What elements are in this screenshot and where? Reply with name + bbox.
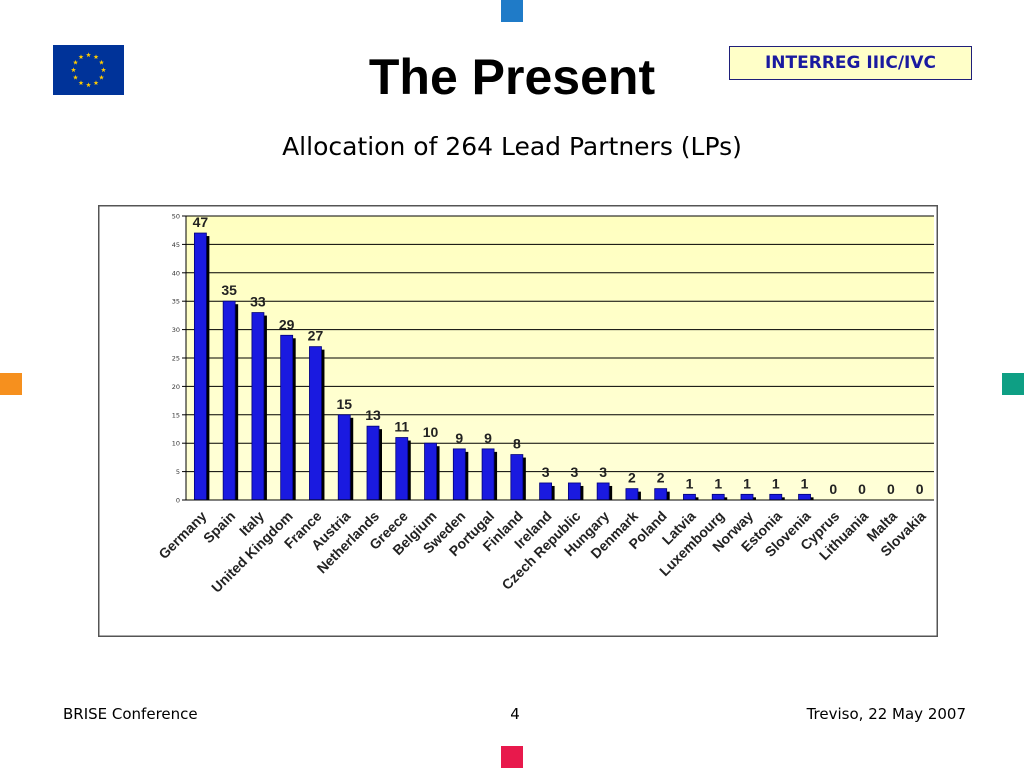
bar-luxembourg — [711, 493, 725, 501]
bar-poland — [654, 488, 668, 501]
ytick-label-0: 0 — [176, 497, 180, 505]
bar-portugal — [481, 448, 495, 501]
data-label-19: 1 — [743, 475, 751, 491]
data-label-3: 29 — [279, 316, 295, 332]
bar-finland — [510, 454, 524, 501]
ytick-label-25: 25 — [172, 355, 180, 363]
slide-title: The Present — [368, 49, 656, 105]
data-label-4: 27 — [308, 328, 324, 344]
bar-denmark — [625, 488, 639, 501]
data-label-17: 1 — [686, 475, 694, 491]
data-label-8: 10 — [423, 424, 439, 440]
bar-estonia — [769, 493, 783, 501]
bar-united-kingdom — [280, 334, 294, 501]
data-label-10: 9 — [484, 430, 492, 446]
bar-ireland — [539, 482, 553, 501]
data-label-22: 0 — [829, 481, 837, 497]
bar-austria — [337, 414, 351, 501]
bar-greece — [395, 437, 409, 501]
ytick-label-10: 10 — [172, 440, 180, 448]
data-label-20: 1 — [772, 475, 780, 491]
ytick-label-40: 40 — [172, 269, 180, 277]
bar-italy — [251, 312, 265, 501]
bar-spain — [222, 300, 236, 501]
data-label-0: 47 — [193, 214, 209, 230]
data-label-18: 1 — [714, 475, 722, 491]
marker-top — [501, 0, 523, 22]
bar-belgium — [424, 442, 437, 501]
data-label-16: 2 — [657, 470, 665, 486]
ytick-label-30: 30 — [172, 326, 180, 334]
data-label-25: 0 — [916, 481, 924, 497]
interreg-badge: INTERREG IIIC/IVC — [729, 46, 972, 80]
data-label-1: 35 — [221, 282, 237, 298]
data-label-6: 13 — [365, 407, 381, 423]
ytick-label-35: 35 — [172, 298, 180, 306]
data-label-23: 0 — [858, 481, 866, 497]
eu-flag-icon — [53, 45, 124, 95]
data-label-11: 8 — [513, 436, 521, 452]
ytick-label-20: 20 — [172, 383, 180, 391]
marker-right — [1002, 373, 1024, 395]
data-label-14: 3 — [599, 464, 607, 480]
bar-netherlands — [366, 425, 380, 501]
bar-norway — [740, 493, 754, 501]
slide-subtitle: Allocation of 264 Lead Partners (LPs) — [282, 132, 742, 161]
ytick-label-50: 50 — [172, 213, 180, 221]
bar-france — [309, 346, 322, 501]
data-label-15: 2 — [628, 470, 636, 486]
marker-bottom — [501, 746, 523, 768]
data-label-2: 33 — [250, 294, 266, 310]
marker-left — [0, 373, 22, 395]
data-label-21: 1 — [801, 475, 809, 491]
ytick-label-45: 45 — [172, 241, 180, 249]
footer-conference: BRISE Conference — [63, 705, 198, 723]
bar-slovenia — [798, 493, 811, 501]
bar-czech-republic — [567, 482, 581, 501]
footer-page-number: 4 — [510, 705, 520, 723]
ytick-label-5: 5 — [176, 468, 180, 476]
data-label-7: 11 — [394, 419, 409, 435]
bar-germany — [193, 232, 207, 501]
ytick-label-15: 15 — [172, 411, 180, 419]
data-label-12: 3 — [542, 464, 550, 480]
data-label-24: 0 — [887, 481, 895, 497]
bar-sweden — [452, 448, 466, 501]
data-label-13: 3 — [570, 464, 578, 480]
footer-date: Treviso, 22 May 2007 — [806, 705, 966, 723]
data-label-9: 9 — [455, 430, 463, 446]
data-label-5: 15 — [336, 396, 352, 412]
bar-hungary — [596, 482, 610, 501]
bar-latvia — [683, 493, 696, 501]
